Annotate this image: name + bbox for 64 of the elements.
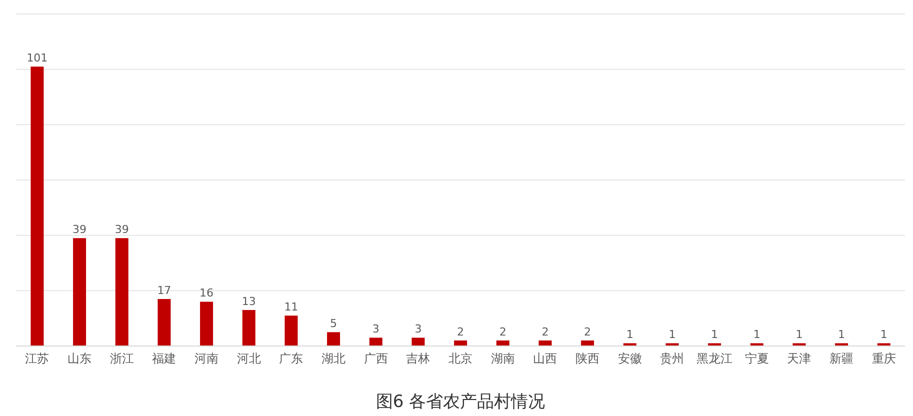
text: 图6 各省农产品村情况 (374, 391, 546, 413)
bar (496, 340, 510, 346)
x-tick-label: 陕西 (576, 352, 600, 366)
data-label: 2 (542, 325, 549, 338)
x-tick-label: 黑龙江 (696, 352, 732, 366)
bar (792, 343, 806, 346)
bar (538, 340, 552, 346)
bar (877, 343, 890, 346)
bar (412, 338, 425, 346)
x-tick-label: 天津 (787, 352, 812, 366)
data-label: 1 (838, 328, 846, 342)
data-label: 1 (880, 328, 888, 342)
x-tick-label: 浙江 (110, 352, 134, 366)
x-tick-label: 河北 (236, 352, 261, 366)
data-label: 1 (796, 328, 803, 342)
data-label: 16 (200, 286, 214, 300)
bar (327, 332, 340, 346)
data-label: 13 (242, 295, 256, 308)
bar (73, 238, 86, 346)
x-tick-label: 北京 (448, 352, 472, 366)
bar (454, 340, 468, 346)
x-tick-label: 吉林 (406, 352, 430, 366)
bar (666, 343, 679, 346)
bar (30, 66, 44, 346)
data-label: 5 (330, 317, 338, 330)
data-label: 39 (114, 223, 129, 236)
bar (623, 343, 636, 346)
x-tick-label: 河南 (194, 352, 218, 366)
data-label: 1 (711, 328, 718, 342)
bar (835, 343, 848, 346)
x-tick-label: 湖南 (490, 352, 515, 366)
x-tick-label: 广东 (279, 352, 304, 366)
x-tick-label: 江苏 (25, 352, 50, 366)
data-label: 3 (372, 322, 380, 336)
bar (242, 310, 256, 346)
x-tick-label: 山西 (533, 352, 558, 366)
x-tick-label: 广西 (364, 352, 388, 366)
x-tick-label: 宁夏 (744, 352, 769, 366)
bar (369, 338, 382, 346)
bar (158, 298, 171, 346)
data-label: 2 (584, 325, 592, 338)
x-tick-label: 福建 (152, 352, 176, 366)
data-label: 17 (157, 284, 172, 297)
bar (284, 316, 298, 346)
data-label: 39 (72, 223, 87, 236)
x-tick-label: 新疆 (830, 352, 854, 366)
data-label: 1 (753, 328, 760, 342)
x-tick-label: 湖北 (322, 352, 346, 366)
x-tick-label: 贵州 (660, 352, 684, 366)
bar (115, 238, 128, 346)
data-label: 2 (457, 325, 464, 338)
data-label: 11 (284, 300, 298, 314)
data-label: 3 (414, 322, 422, 336)
x-tick-label: 山东 (68, 352, 92, 366)
data-label: 1 (668, 328, 676, 342)
data-label: 101 (26, 52, 48, 65)
bar (750, 343, 764, 346)
bar (200, 302, 214, 346)
data-label: 2 (499, 325, 506, 338)
bar (581, 340, 594, 346)
data-label: 1 (626, 328, 634, 342)
bar (708, 343, 722, 346)
x-tick-label: 重庆 (872, 352, 896, 366)
x-tick-label: 安徽 (618, 352, 642, 366)
